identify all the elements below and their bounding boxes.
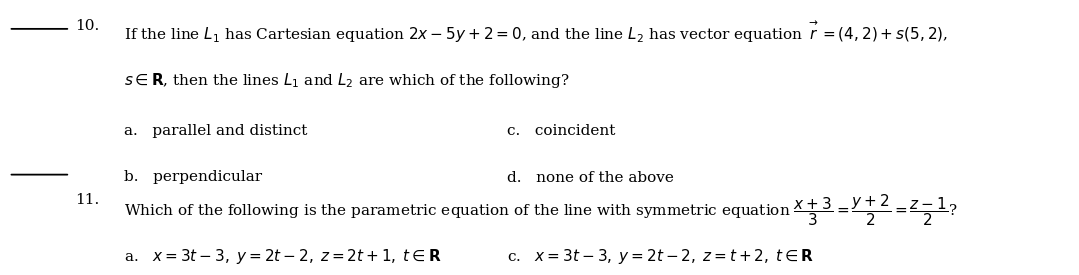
Text: Which of the following is the parametric equation of the line with symmetric equ: Which of the following is the parametric… [124, 192, 958, 228]
Text: a.   $x = 3t - 3,\; y = 2t - 2,\; z = 2t + 1,\; t \in \mathbf{R}$: a. $x = 3t - 3,\; y = 2t - 2,\; z = 2t +… [124, 248, 441, 266]
Text: c.   coincident: c. coincident [507, 124, 615, 138]
Text: d.   none of the above: d. none of the above [507, 170, 674, 185]
Text: $s \in \mathbf{R}$, then the lines $L_1$ and $L_2$ are which of the following?: $s \in \mathbf{R}$, then the lines $L_1$… [124, 72, 570, 90]
Text: b.   perpendicular: b. perpendicular [124, 170, 262, 185]
Text: c.   $x = 3t - 3,\; y = 2t - 2,\; z = t + 2,\; t \in \mathbf{R}$: c. $x = 3t - 3,\; y = 2t - 2,\; z = t + … [507, 248, 815, 266]
Text: 11.: 11. [76, 192, 99, 207]
Text: If the line $L_1$ has Cartesian equation $2x - 5y + 2 = 0$, and the line $L_2$ h: If the line $L_1$ has Cartesian equation… [124, 19, 948, 45]
Text: a.   parallel and distinct: a. parallel and distinct [124, 124, 308, 138]
Text: 10.: 10. [76, 19, 99, 33]
